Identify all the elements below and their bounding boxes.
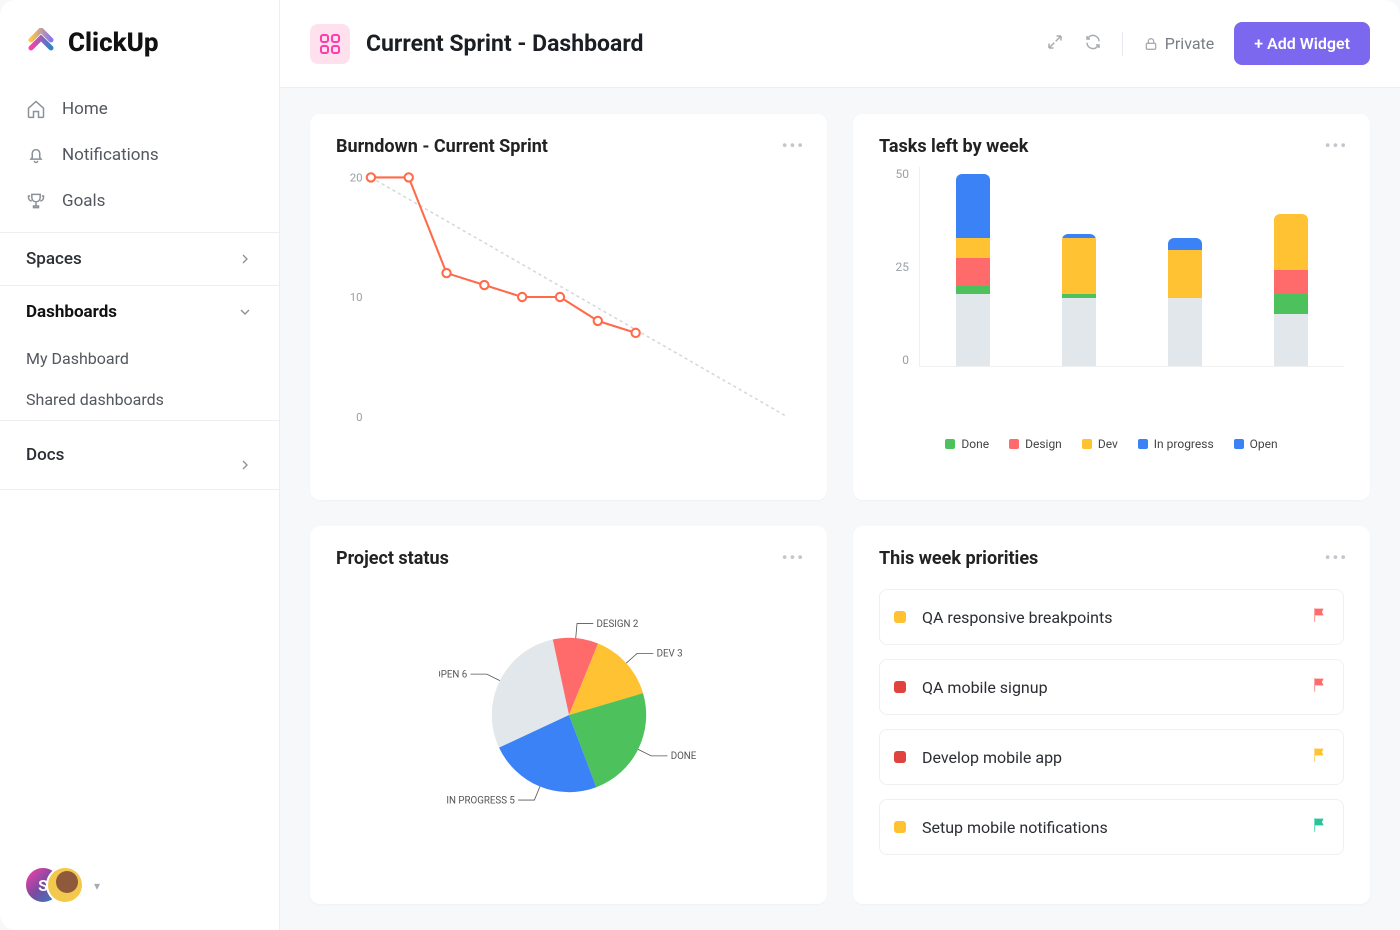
svg-text:0: 0: [356, 410, 362, 424]
legend-item: Design: [1009, 437, 1062, 451]
stacked-bar: [1062, 234, 1096, 366]
lock-icon: [1143, 36, 1159, 52]
user-footer[interactable]: S ▾: [0, 842, 279, 930]
nav-home-label: Home: [62, 99, 108, 119]
expand-icon[interactable]: [1046, 33, 1064, 55]
priority-text: Setup mobile notifications: [922, 818, 1311, 837]
project-status-pie: OPEN 6 DESIGN 2 DEV 3 DONE 5 IN PROGRESS 5: [439, 585, 699, 845]
priority-item[interactable]: Setup mobile notifications: [879, 799, 1344, 855]
burndown-widget: Burndown - Current Sprint ••• 20 10 0: [310, 114, 827, 500]
privacy-text: Private: [1165, 34, 1214, 53]
bars-container: [919, 167, 1344, 367]
priority-text: QA responsive breakpoints: [922, 608, 1311, 627]
priorities-title: This week priorities: [879, 548, 1344, 569]
flag-icon: [1311, 746, 1329, 768]
svg-text:DEV 3: DEV 3: [656, 649, 682, 660]
nav-goals[interactable]: Goals: [10, 178, 269, 224]
priority-text: QA mobile signup: [922, 678, 1311, 697]
topbar: Current Sprint - Dashboard Private + Add…: [280, 0, 1400, 88]
brand-name: ClickUp: [68, 28, 159, 58]
divider: [1122, 32, 1123, 56]
priority-item[interactable]: QA mobile signup: [879, 659, 1344, 715]
chevron-right-icon: [237, 251, 253, 267]
burndown-title: Burndown - Current Sprint: [336, 136, 801, 157]
section-docs-label: Docs: [26, 445, 64, 465]
caret-down-icon: ▾: [94, 879, 100, 893]
project-status-widget: Project status ••• OPEN 6 DESIGN 2 DEV 3 DO…: [310, 526, 827, 904]
sidebar-item-my-dashboard[interactable]: My Dashboard: [0, 338, 279, 379]
svg-text:20: 20: [350, 171, 363, 185]
sidebar-item-shared-dashboards[interactable]: Shared dashboards: [0, 379, 279, 420]
priority-item[interactable]: QA responsive breakpoints: [879, 589, 1344, 645]
bars-y-axis: 50250: [879, 167, 909, 367]
nav-notifications-label: Notifications: [62, 145, 159, 165]
priorities-menu-icon[interactable]: •••: [1325, 548, 1348, 567]
clickup-logo-icon: [26, 28, 56, 58]
svg-text:10: 10: [350, 290, 363, 304]
priority-item[interactable]: Develop mobile app: [879, 729, 1344, 785]
priority-text: Develop mobile app: [922, 748, 1311, 767]
flag-icon: [1311, 676, 1329, 698]
nav-notifications[interactable]: Notifications: [10, 132, 269, 178]
section-spaces-label: Spaces: [26, 249, 82, 269]
dashboard-app-icon: [310, 24, 350, 64]
trophy-icon: [26, 191, 46, 211]
add-widget-button[interactable]: + Add Widget: [1234, 22, 1370, 65]
project-status-menu-icon[interactable]: •••: [782, 548, 805, 567]
svg-text:DONE 5: DONE 5: [670, 751, 698, 762]
tasks-left-title: Tasks left by week: [879, 136, 1344, 157]
project-status-title: Project status: [336, 548, 801, 569]
sidebar: ClickUp Home Notifications Goals Spaces …: [0, 0, 280, 930]
brand-logo[interactable]: ClickUp: [0, 0, 279, 78]
priorities-list: QA responsive breakpoints QA mobile signu…: [879, 589, 1344, 855]
stacked-bar: [956, 174, 990, 366]
tasks-left-legend: Done Design Dev In progress Open: [879, 437, 1344, 451]
priority-bullet: [894, 751, 906, 763]
avatar-stack: S: [24, 866, 84, 906]
nav-home[interactable]: Home: [10, 86, 269, 132]
section-dashboards[interactable]: Dashboards: [0, 285, 279, 338]
flag-icon: [1311, 816, 1329, 838]
home-icon: [26, 99, 46, 119]
bell-icon: [26, 145, 46, 165]
tasks-left-menu-icon[interactable]: •••: [1325, 136, 1348, 155]
nav-goals-label: Goals: [62, 191, 105, 211]
section-dashboards-label: Dashboards: [26, 302, 117, 322]
chevron-down-icon: [237, 304, 253, 320]
priority-bullet: [894, 681, 906, 693]
burndown-chart: 20 10 0: [336, 167, 801, 427]
priority-bullet: [894, 821, 906, 833]
priority-bullet: [894, 611, 906, 623]
legend-item: Open: [1234, 437, 1278, 451]
stacked-bar: [1168, 238, 1202, 366]
legend-item: In progress: [1138, 437, 1214, 451]
user-avatar-image: [46, 866, 84, 904]
svg-text:DESIGN 2: DESIGN 2: [596, 619, 638, 630]
flag-icon: [1311, 606, 1329, 628]
chevron-right-icon: [237, 457, 253, 473]
svg-text:IN PROGRESS 5: IN PROGRESS 5: [446, 795, 515, 806]
nav-primary: Home Notifications Goals: [0, 78, 279, 232]
section-docs[interactable]: Docs: [0, 420, 279, 490]
legend-item: Done: [945, 437, 989, 451]
page-title: Current Sprint - Dashboard: [366, 30, 644, 57]
burndown-menu-icon[interactable]: •••: [782, 136, 805, 155]
privacy-label[interactable]: Private: [1143, 34, 1214, 53]
stacked-bar: [1274, 214, 1308, 366]
priorities-widget: This week priorities ••• QA responsive b…: [853, 526, 1370, 904]
svg-text:OPEN 6: OPEN 6: [439, 669, 468, 680]
refresh-icon[interactable]: [1084, 33, 1102, 55]
legend-item: Dev: [1082, 437, 1118, 451]
tasks-left-widget: Tasks left by week ••• 50250 DoneDesignD…: [853, 114, 1370, 500]
section-spaces[interactable]: Spaces: [0, 232, 279, 285]
